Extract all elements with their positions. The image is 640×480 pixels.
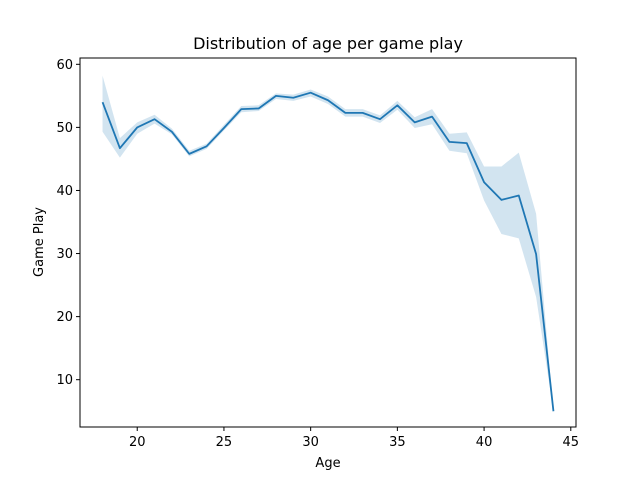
y-tick-label: 10 [56, 373, 73, 388]
y-axis: 10 20 30 40 50 60 [56, 58, 80, 388]
x-axis: 20 25 30 35 40 45 [129, 427, 579, 450]
x-axis-label: Age [315, 456, 340, 471]
plot-area [101, 75, 555, 412]
chart-title: Distribution of age per game play [193, 34, 463, 53]
y-tick-label: 50 [56, 121, 73, 136]
y-axis-label: Game Play [32, 207, 47, 277]
y-tick-label: 20 [56, 310, 73, 325]
confidence-band [102, 75, 554, 412]
x-tick-label: 30 [302, 435, 319, 450]
x-tick-label: 40 [476, 435, 493, 450]
y-tick-label: 40 [56, 184, 73, 199]
y-tick-label: 60 [56, 58, 73, 73]
x-tick-label: 20 [129, 435, 146, 450]
series-line [101, 91, 555, 412]
plot-frame [79, 57, 577, 428]
x-tick-label: 35 [389, 435, 406, 450]
y-tick-label: 30 [56, 247, 73, 262]
x-tick-label: 25 [216, 435, 233, 450]
x-tick-label: 45 [563, 435, 580, 450]
